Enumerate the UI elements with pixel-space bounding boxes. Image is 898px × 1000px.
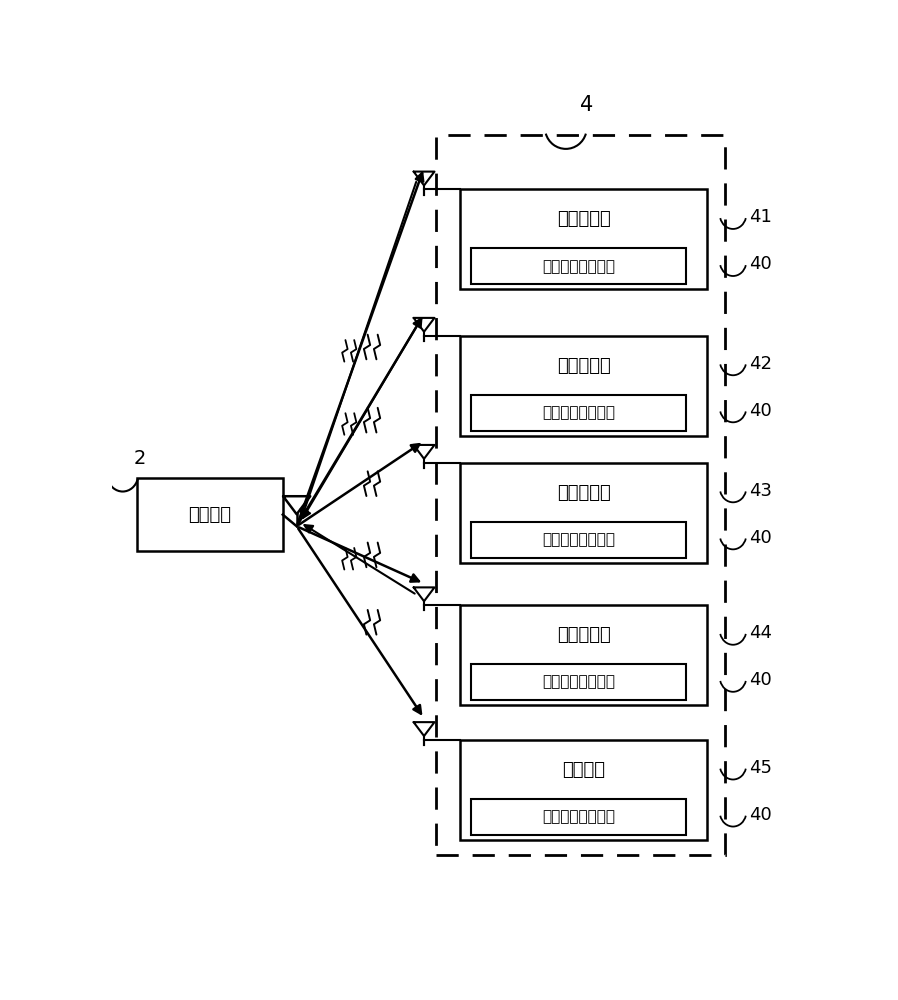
Bar (436, 135, 725, 855)
Bar (460, 189, 708, 289)
Text: 43: 43 (749, 482, 772, 500)
Text: 室内空调机: 室内空调机 (557, 210, 611, 228)
Text: 全热交换器: 全热交换器 (557, 357, 611, 375)
Text: 2: 2 (134, 449, 146, 468)
Bar (460, 605, 708, 705)
Text: 40: 40 (749, 529, 771, 547)
Text: 40: 40 (749, 671, 771, 689)
Text: 控制装置: 控制装置 (189, 506, 231, 524)
Text: 40: 40 (749, 402, 771, 420)
Bar (471, 522, 686, 558)
Text: 42: 42 (749, 355, 772, 373)
Text: 40: 40 (749, 255, 771, 273)
Bar (460, 740, 708, 840)
Text: 40: 40 (749, 806, 771, 824)
Bar (471, 248, 686, 284)
Text: 44: 44 (749, 624, 772, 642)
Text: 室内循环扇: 室内循环扇 (557, 484, 611, 502)
Bar (136, 478, 283, 551)
Text: 4: 4 (580, 95, 594, 115)
Bar (471, 799, 686, 835)
Text: 41: 41 (749, 208, 772, 226)
Text: 无线传输控制装置: 无线传输控制装置 (542, 532, 615, 547)
Bar (471, 664, 686, 700)
Text: 45: 45 (749, 759, 772, 777)
Bar (471, 395, 686, 431)
Text: 无线传输控制装置: 无线传输控制装置 (542, 405, 615, 420)
Bar (460, 463, 708, 563)
Text: 空气清净机: 空气清净机 (557, 626, 611, 644)
Text: 无线传输控制装置: 无线传输控制装置 (542, 809, 615, 824)
Text: 保全装置: 保全装置 (562, 761, 605, 779)
Text: 无线传输控制装置: 无线传输控制装置 (542, 259, 615, 274)
Bar (460, 336, 708, 436)
Text: 无线传输控制装置: 无线传输控制装置 (542, 675, 615, 690)
